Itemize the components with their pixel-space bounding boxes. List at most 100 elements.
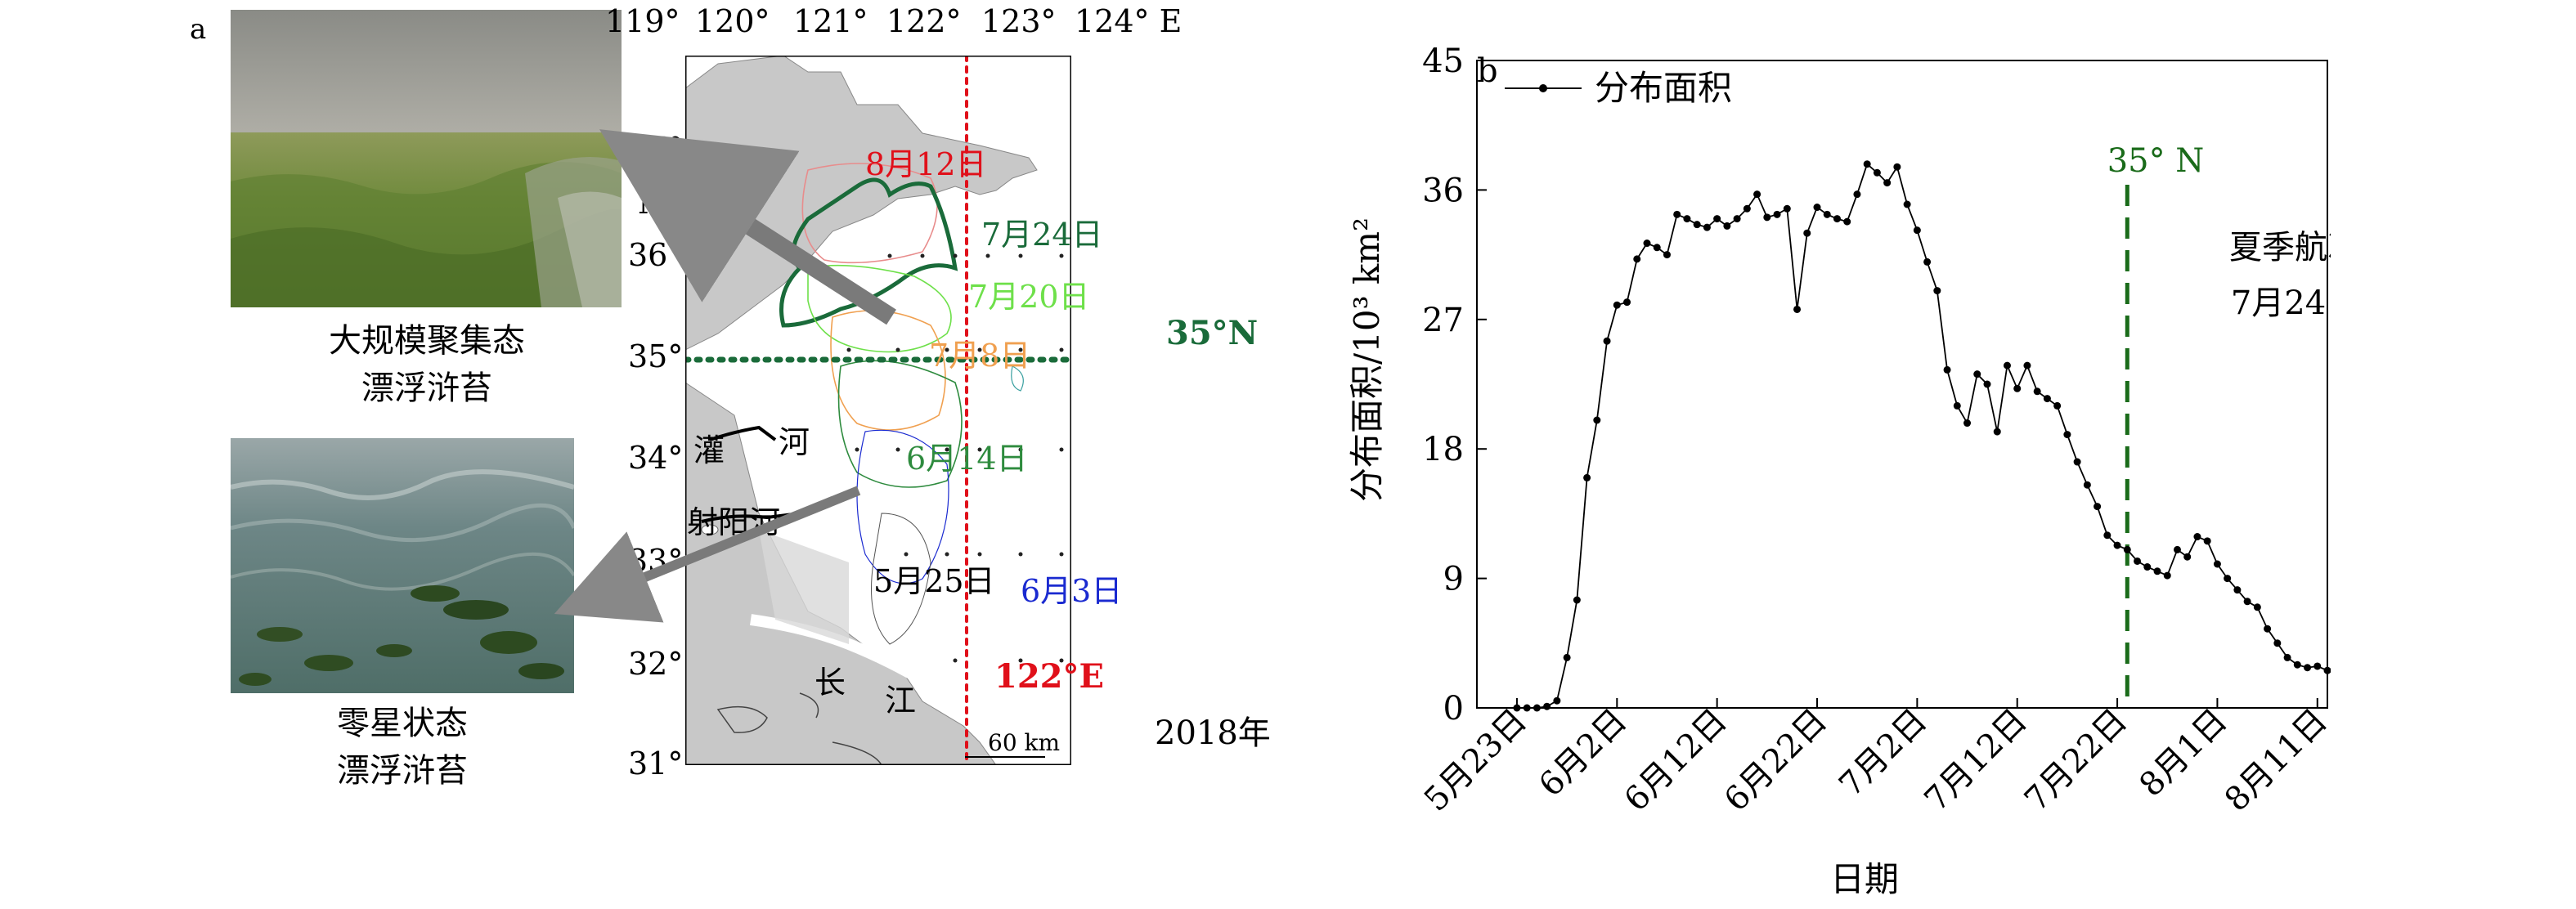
y-axis-label: 分布面积/10³ km²: [1347, 217, 1387, 502]
lon-label-122: 122°: [886, 3, 962, 39]
label-river-he: 河: [779, 424, 810, 460]
data-point: [2134, 557, 2142, 565]
data-point: [1783, 204, 1791, 213]
lat-label-35: 35°: [628, 338, 684, 374]
data-point: [2253, 603, 2261, 611]
data-point: [1953, 401, 1961, 410]
label-may25: 5月25日: [873, 563, 995, 599]
data-point: [1693, 221, 1701, 229]
label-jul24: 7月24日: [981, 217, 1103, 253]
data-point: [2073, 458, 2081, 466]
data-point: [2233, 586, 2242, 594]
y-tick-label: 45: [1422, 43, 1464, 80]
x-tick-label: 6月12日: [1618, 702, 1735, 819]
data-point: [2264, 625, 2272, 633]
photo-top-caption: 大规模聚集态 漂浮浒苔: [255, 317, 599, 412]
data-point: [1813, 204, 1821, 212]
data-point: [2224, 575, 2232, 583]
lat-label-31: 31°: [628, 746, 684, 781]
photo-bottom-caption: 零星状态 漂浮浒苔: [231, 700, 574, 795]
y-tick-label: 36: [1422, 172, 1464, 209]
plot-frame: [1476, 60, 2328, 709]
data-point: [1923, 257, 1932, 266]
river-guan-line: [709, 425, 777, 441]
data-point: [1883, 179, 1892, 187]
data-point: [1643, 240, 1651, 248]
river-sheyang-line: [701, 512, 801, 523]
data-point: [1663, 251, 1671, 259]
label-jun3: 6月3日: [1021, 573, 1123, 609]
data-point: [2313, 662, 2322, 670]
data-point: [2113, 541, 2121, 549]
data-point: [1683, 215, 1691, 223]
data-point: [1753, 190, 1761, 199]
x-tick-label: 7月12日: [1918, 702, 2035, 819]
x-axis-label: 日期: [1830, 859, 1899, 899]
data-point: [1723, 222, 1731, 230]
data-point: [2033, 387, 2041, 396]
data-point: [1613, 301, 1621, 309]
label-jul8: 7月8日: [929, 338, 1031, 374]
data-point: [1903, 200, 1911, 208]
data-point: [2173, 545, 2181, 553]
data-point: [1963, 419, 1972, 428]
contour-jun14: [837, 360, 963, 488]
x-tick-label: 7月2日: [1832, 702, 1934, 804]
lat-label-34: 34°: [628, 440, 684, 476]
lon-label-119: 119°: [605, 3, 680, 39]
contour-may25: [871, 513, 931, 645]
photo-top-caption-line1: 大规模聚集态: [329, 322, 525, 360]
data-point: [2043, 395, 2051, 403]
x-tick-label: 6月2日: [1532, 702, 1634, 804]
contour-jun3: [856, 429, 949, 584]
y-tick-label: 0: [1443, 690, 1464, 728]
label-aug12: 8月12日: [865, 146, 987, 182]
data-point: [1523, 704, 1531, 712]
photo-top-caption-line2: 漂浮浒苔: [361, 369, 492, 407]
data-point: [1943, 365, 1951, 374]
data-point: [2094, 503, 2102, 511]
annotation-line2: 7月24日: [2231, 284, 2331, 322]
data-point: [2083, 481, 2091, 489]
x-tick-label: 8月1日: [2132, 702, 2234, 804]
data-point: [1633, 255, 1641, 263]
data-point: [1833, 215, 1841, 223]
x-tick-label: 6月22日: [1717, 702, 1834, 819]
data-point: [1973, 370, 1981, 378]
x-tick-label: 5月23日: [1417, 702, 1534, 819]
data-point: [2163, 571, 2171, 580]
y-tick-label: 9: [1443, 561, 1464, 598]
data-point: [1823, 210, 1831, 218]
label-122e: 122°E: [994, 657, 1104, 696]
data-point: [2183, 553, 2192, 561]
data-point: [1843, 217, 1851, 226]
legend-marker: [1539, 84, 1547, 92]
label-river-guan: 灌: [693, 432, 725, 468]
data-point: [1573, 596, 1581, 604]
data-point: [1623, 298, 1631, 307]
lon-label-120: 120°: [695, 3, 770, 39]
data-point: [2013, 384, 2022, 392]
data-point: [2203, 537, 2211, 545]
data-point: [1583, 473, 1591, 481]
label-35n: 35°N: [1166, 314, 1259, 352]
label-chang: 长: [815, 665, 846, 701]
data-point: [1713, 215, 1721, 223]
data-point: [1743, 204, 1751, 213]
panel-a-letter: a: [190, 13, 207, 46]
data-point: [2193, 533, 2201, 541]
data-point: [1893, 163, 1901, 171]
arrow-to-aggregated: [599, 129, 896, 325]
data-point: [2143, 563, 2152, 571]
data-point: [2213, 560, 2221, 568]
x-tick-label: 7月22日: [2017, 702, 2134, 819]
data-point: [1673, 210, 1681, 218]
data-point: [1563, 653, 1571, 661]
data-point: [1653, 244, 1661, 252]
label-jun14: 6月14日: [906, 441, 1028, 477]
data-point: [1803, 229, 1811, 237]
annotation-line1: 夏季航次: [2229, 229, 2331, 266]
data-point: [1543, 702, 1551, 710]
label-jiang: 江: [885, 683, 917, 719]
